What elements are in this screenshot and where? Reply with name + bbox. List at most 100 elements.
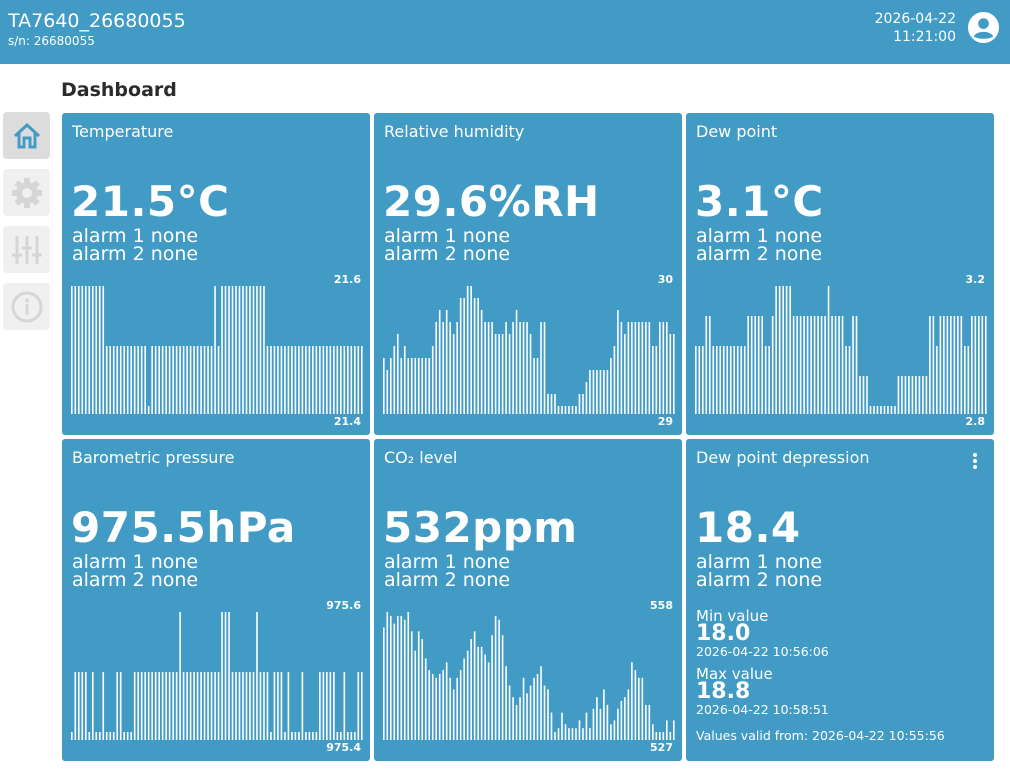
chart-bar <box>526 693 528 740</box>
chart-bar <box>487 322 490 414</box>
chart-bar <box>648 704 651 740</box>
chart-bar <box>771 316 774 414</box>
chart-bar <box>266 346 269 414</box>
chart-bar <box>357 672 360 740</box>
chart-min-label: 29 <box>657 415 673 428</box>
chart-bar <box>231 286 234 414</box>
chart-bar <box>119 346 122 414</box>
chart-bar <box>848 346 851 414</box>
chart-bar <box>477 646 479 740</box>
values-valid-from: Values valid from: 2026-04-22 10:55:56 <box>696 728 945 743</box>
card-dew-point-depression[interactable]: Dew point depression 18.4 alarm 1 none a… <box>686 439 994 761</box>
chart-bar <box>617 310 619 414</box>
chart-bar <box>91 286 94 414</box>
chart-bar <box>315 732 318 740</box>
chart-bar <box>981 316 984 414</box>
app-header: TA7640_26680055 s/n: 26680055 2026-04-22… <box>0 0 1010 64</box>
card-dew-point[interactable]: Dew point 3.1°C alarm 1 none alarm 2 non… <box>686 113 994 435</box>
chart-bar <box>557 406 560 414</box>
chart-min-label: 975.4 <box>326 741 361 754</box>
alarm-1-status: alarm 1 none <box>384 225 511 247</box>
chart-min-label: 21.4 <box>333 415 361 428</box>
chart-bar <box>613 720 616 740</box>
chart-bar <box>154 672 157 740</box>
chart-bar <box>74 286 77 414</box>
chart-bar <box>575 406 577 414</box>
chart-bar <box>463 298 465 414</box>
sidebar-item-settings[interactable] <box>3 169 50 216</box>
user-circle-icon[interactable] <box>967 11 1000 44</box>
chart-max-label: 3.2 <box>965 273 986 286</box>
chart-bar <box>98 732 101 740</box>
chart-bar <box>452 334 455 414</box>
chart-bar <box>866 376 868 414</box>
clock: 2026-04-22 11:21:00 <box>875 10 956 46</box>
card-temperature[interactable]: Temperature 21.5°C alarm 1 none alarm 2 … <box>62 113 370 435</box>
card-relative-humidity[interactable]: Relative humidity 29.6%RH alarm 1 none a… <box>374 113 682 435</box>
card-barometric-pressure[interactable]: Barometric pressure 975.5hPa alarm 1 non… <box>62 439 370 761</box>
chart-bar <box>235 672 237 740</box>
chart-bar <box>855 316 858 414</box>
chart-bar <box>568 728 570 740</box>
chart-bar <box>596 370 598 414</box>
chart-bar <box>491 322 493 414</box>
chart-bar <box>249 286 251 414</box>
chart-bar <box>217 672 220 740</box>
chart-bar <box>88 286 91 414</box>
chart-bar <box>361 672 363 740</box>
chart-bar <box>410 358 413 414</box>
chart-bar <box>561 712 563 740</box>
sidebar-item-home[interactable] <box>3 112 50 159</box>
chart-bar <box>161 346 164 414</box>
history-bar-chart <box>71 612 363 740</box>
chart-bar <box>508 334 511 414</box>
page-title: Dashboard <box>61 79 177 101</box>
chart-bar <box>298 346 300 414</box>
chart-bar <box>407 612 410 740</box>
chart-bar <box>655 732 658 740</box>
chart-bar <box>203 346 206 414</box>
chart-bar <box>512 697 514 740</box>
chart-bar <box>673 720 675 740</box>
chart-bar <box>154 346 157 414</box>
chart-bar <box>123 732 126 740</box>
chart-bar <box>273 672 276 740</box>
chart-bar <box>431 673 434 740</box>
more-vertical-icon[interactable] <box>972 451 978 471</box>
chart-bar <box>270 732 272 740</box>
chart-bar <box>705 316 708 414</box>
max-value-label: Max value <box>696 665 773 683</box>
chart-bar <box>175 672 178 740</box>
chart-bar <box>932 316 935 414</box>
chart-bar <box>389 615 392 740</box>
chart-bar <box>862 376 865 414</box>
chart-bar <box>698 346 701 414</box>
chart-bar <box>824 316 826 414</box>
chart-bar <box>985 316 987 414</box>
chart-bar <box>77 672 80 740</box>
chart-bar <box>393 623 396 740</box>
card-co2-level[interactable]: CO₂ level 532ppm alarm 1 none alarm 2 no… <box>374 439 682 761</box>
chart-bar <box>393 346 396 414</box>
chart-bar <box>880 406 882 414</box>
chart-bar <box>326 346 328 414</box>
chart-bar <box>133 672 136 740</box>
chart-bar <box>554 394 556 414</box>
sidebar-item-info[interactable] <box>3 283 50 330</box>
chart-bar <box>354 732 356 740</box>
chart-bar <box>915 376 917 414</box>
chart-bar <box>484 654 486 740</box>
chart-bar <box>712 346 715 414</box>
chart-bar <box>543 685 546 740</box>
chart-bar <box>396 334 399 414</box>
chart-bar <box>214 286 216 414</box>
chart-bar <box>400 358 403 414</box>
chart-bar <box>939 316 942 414</box>
chart-bar <box>487 662 490 740</box>
chart-bar <box>480 646 483 740</box>
chart-bar <box>845 346 847 414</box>
chart-bar <box>536 358 539 414</box>
chart-min-label: 527 <box>650 741 673 754</box>
sidebar-item-adjustments[interactable] <box>3 226 50 273</box>
min-value-time: 2026-04-22 10:56:06 <box>696 644 829 659</box>
